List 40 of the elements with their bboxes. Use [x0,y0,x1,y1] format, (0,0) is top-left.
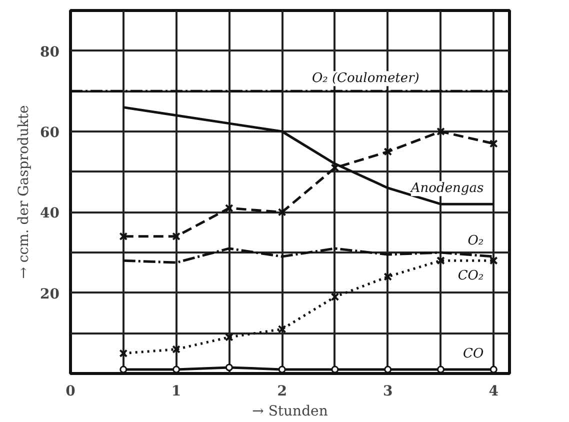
point [119,349,128,358]
point [331,366,339,374]
point [119,232,128,241]
point [278,366,286,374]
point [224,333,234,342]
point [436,127,445,136]
x-tick-label: 0 [66,384,76,400]
point [436,256,445,265]
point [489,139,498,148]
point [120,366,128,374]
point [172,366,180,374]
y-axis-title: → ccm. der Gasprodukte [16,105,32,279]
series-label: Anodengas [410,181,484,196]
series-label: CO [463,346,484,362]
x-axis-title: → Stunden [252,404,328,420]
point [278,324,286,334]
point [490,366,498,374]
point [330,292,340,302]
y-tick-label: 20 [40,286,60,302]
x-tick-label: 2 [277,384,287,400]
point [436,366,444,374]
y-tick-label: 60 [40,125,60,141]
y-tick-label: 40 [40,206,60,222]
series-label: CO₂ [458,268,484,284]
point [172,345,180,354]
point [278,208,286,216]
point [384,147,392,156]
x-tick-label: 3 [382,384,393,400]
point [224,204,234,212]
x-tick-label: 4 [488,384,499,400]
point [489,256,498,265]
point [225,364,233,372]
point [172,232,180,241]
series-label: O₂ (Coulometer) [312,71,420,86]
point [384,272,392,281]
y-tick-label: 80 [40,44,60,60]
x-tick-label: 1 [171,384,182,400]
point [330,164,340,172]
point [384,366,392,374]
series-label: O₂ [468,234,484,249]
